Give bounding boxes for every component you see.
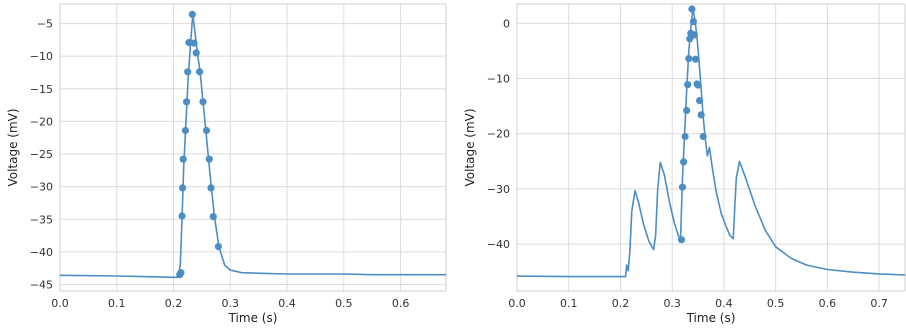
chart-1-series-line	[516, 7, 906, 278]
chart-1-plot-frame	[516, 3, 906, 292]
chart-1-data-point	[681, 132, 689, 141]
chart-0-data-point	[181, 126, 189, 135]
chart-0-xtick-label: 0.0	[51, 297, 69, 310]
chart-1-data-point	[689, 18, 697, 26]
chart-1-ytick-label: −30	[487, 183, 510, 196]
chart-0-data-point	[199, 98, 207, 106]
chart-1-data-point	[678, 183, 687, 191]
chart-0-data-point	[179, 155, 187, 163]
chart-right: 0.0 0.1 0.2 0.3 0.4 0.5 0.6 0.7 −40 −30 −20 −10 0 Tim…	[463, 3, 906, 325]
chart-1-data-point	[696, 97, 704, 105]
chart-0-xtick-label: 0.5	[335, 297, 353, 310]
chart-1-data-point	[690, 31, 698, 39]
chart-0-ytick-label: −5	[37, 18, 53, 31]
chart-1-ytick-label: 0	[503, 17, 510, 30]
chart-0-ytick-label: −20	[30, 115, 53, 128]
chart-left: 0.0 0.1 0.2 0.3 0.4 0.5 0.6 −45 −40 −35 −30 −25 −20 −…	[6, 3, 447, 325]
chart-1-data-point	[683, 106, 691, 115]
chart-0-ytick-label: −35	[30, 213, 53, 226]
chart-0-data-point	[184, 68, 192, 76]
chart-0-ytick-label: −10	[30, 50, 53, 63]
chart-1-ytick-label: −40	[487, 238, 510, 251]
chart-1-xtick-label: 0.4	[715, 297, 733, 310]
chart-1-data-point	[688, 5, 696, 13]
chart-1-xtick-label: 0.0	[508, 297, 526, 310]
chart-0-ylabel: Voltage (mV)	[6, 108, 20, 186]
chart-0-xtick-label: 0.2	[165, 297, 183, 310]
chart-1-grid	[516, 4, 905, 291]
chart-0-xtick-label: 0.4	[278, 297, 296, 310]
chart-0-ytick-label: −15	[30, 83, 53, 96]
chart-0-data-point	[190, 39, 198, 47]
chart-1-data-point	[684, 81, 692, 89]
chart-1-xlabel: Time (s)	[686, 311, 736, 325]
chart-1-data-point	[685, 55, 693, 63]
chart-0-data-point	[179, 184, 187, 192]
chart-0-data-point	[178, 212, 186, 220]
chart-0-series-line	[59, 13, 446, 279]
chart-0-plot-frame	[59, 3, 447, 292]
chart-1-data-point	[677, 236, 686, 244]
chart-0-data-point	[207, 184, 215, 192]
chart-0-data-point	[214, 243, 222, 251]
chart-0-data-point	[192, 49, 200, 57]
chart-1-xtick-label: 0.5	[767, 297, 785, 310]
chart-0-xtick-label: 0.3	[222, 297, 240, 310]
chart-1-xtick-label: 0.7	[870, 297, 888, 310]
chart-0-data-point	[196, 68, 204, 76]
chart-1-data-point	[694, 81, 702, 89]
chart-1-ylabel: Voltage (mV)	[463, 108, 477, 186]
chart-1-data-point	[697, 111, 705, 119]
chart-0-xlabel: Time (s)	[228, 311, 278, 325]
chart-0-ytick-label: −25	[30, 148, 53, 161]
chart-0-xtick-label: 0.1	[108, 297, 126, 310]
chart-0-ytick-label: −45	[30, 278, 53, 291]
chart-1-data-point	[691, 55, 700, 63]
chart-0-grid	[59, 4, 446, 291]
chart-0-ytick-label: −30	[30, 181, 53, 194]
chart-0-data-point	[188, 10, 196, 18]
chart-1-data-point	[680, 158, 688, 166]
chart-0-data-point	[205, 155, 213, 163]
chart-0-xtick-label: 0.6	[392, 297, 410, 310]
chart-0-data-point	[177, 269, 185, 277]
chart-0-data-point	[183, 98, 191, 106]
chart-1-data-point	[699, 132, 707, 141]
chart-1-xtick-label: 0.1	[560, 297, 578, 310]
chart-1-ytick-label: −10	[487, 73, 510, 86]
chart-0-ytick-label: −40	[30, 246, 53, 259]
chart-0-data-point	[202, 126, 211, 135]
chart-1-ytick-label: −20	[487, 128, 510, 141]
chart-1-xtick-label: 0.2	[612, 297, 630, 310]
chart-1-xtick-label: 0.6	[819, 297, 837, 310]
chart-0-data-point	[209, 213, 217, 221]
chart-1-xtick-label: 0.3	[663, 297, 681, 310]
